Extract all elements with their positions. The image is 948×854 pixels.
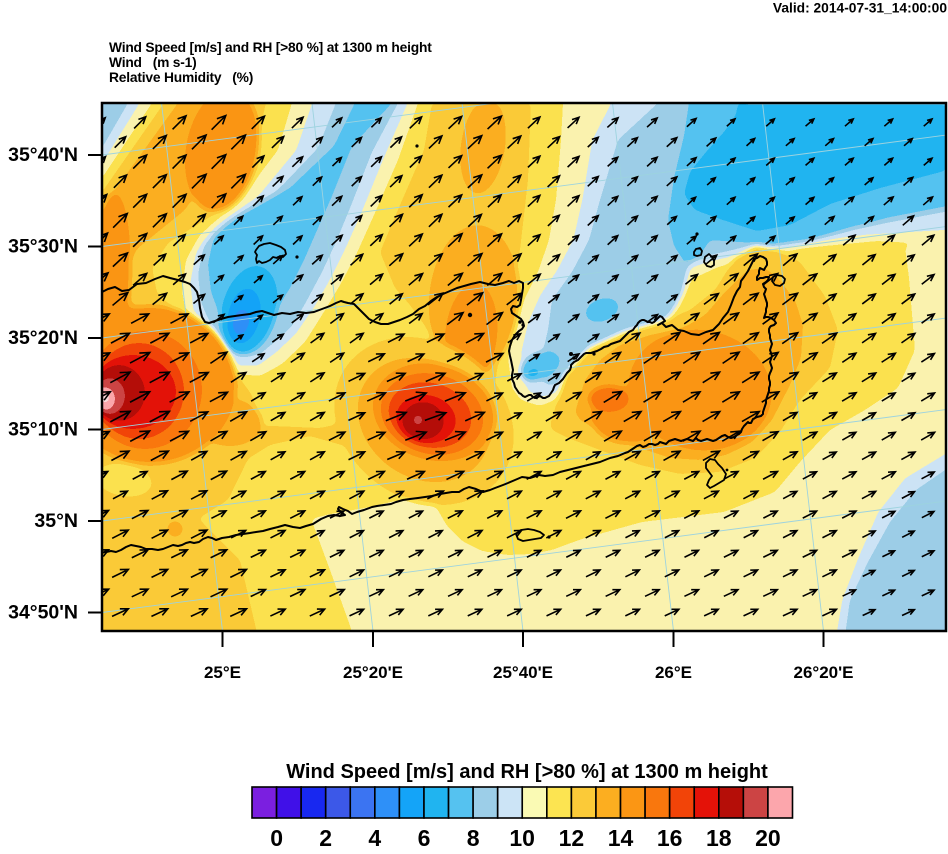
svg-text:25°E: 25°E [204, 663, 241, 682]
svg-text:35°30'N: 35°30'N [8, 236, 78, 258]
svg-text:26°E: 26°E [655, 663, 692, 682]
svg-text:20: 20 [755, 825, 781, 851]
svg-text:Wind (m s-1): Wind (m s-1) [109, 55, 197, 70]
svg-text:Wind Speed [m/s] and RH [>80 %: Wind Speed [m/s] and RH [>80 %] at 1300 … [109, 40, 432, 55]
svg-text:8: 8 [467, 825, 480, 851]
svg-text:16: 16 [657, 825, 683, 851]
svg-text:Wind Speed [m/s] and RH [>80 %: Wind Speed [m/s] and RH [>80 %] at 1300 … [286, 761, 768, 783]
svg-text:25°20'E: 25°20'E [343, 663, 403, 682]
svg-text:35°20'N: 35°20'N [8, 327, 78, 349]
svg-text:10: 10 [509, 825, 535, 851]
svg-text:2: 2 [319, 825, 332, 851]
svg-text:12: 12 [559, 825, 585, 851]
svg-text:25°40'E: 25°40'E [493, 663, 553, 682]
svg-text:14: 14 [608, 825, 634, 851]
svg-text:18: 18 [706, 825, 732, 851]
svg-text:35°10'N: 35°10'N [8, 419, 78, 441]
svg-text:34°50'N: 34°50'N [8, 602, 78, 624]
svg-text:4: 4 [368, 825, 381, 851]
svg-text:26°20'E: 26°20'E [794, 663, 854, 682]
svg-text:0: 0 [270, 825, 283, 851]
svg-text:Valid: 2014-07-31_14:00:00: Valid: 2014-07-31_14:00:00 [773, 1, 947, 16]
svg-text:35°40'N: 35°40'N [8, 144, 78, 166]
svg-text:35°N: 35°N [34, 510, 78, 532]
svg-text:Relative Humidity (%): Relative Humidity (%) [109, 70, 253, 85]
svg-text:6: 6 [418, 825, 431, 851]
